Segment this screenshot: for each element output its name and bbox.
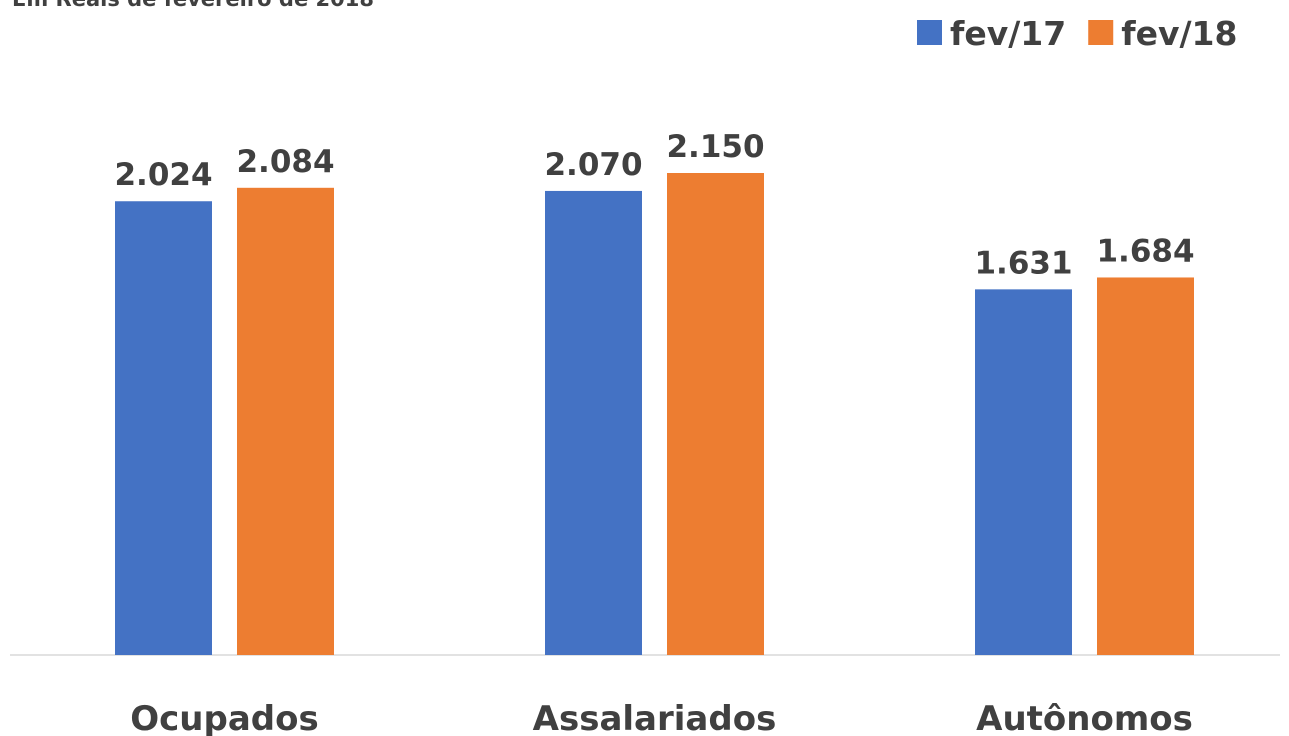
- legend-swatch: [917, 20, 942, 45]
- x-tick-label: Assalariados: [533, 699, 777, 736]
- data-label: 2.084: [236, 144, 334, 180]
- chart-subtitle: Em Reais de fevereiro de 2018: [12, 0, 374, 11]
- data-label: 2.150: [666, 129, 764, 165]
- data-label: 2.070: [544, 147, 642, 183]
- data-label: 2.024: [114, 157, 212, 193]
- bar: [115, 201, 212, 655]
- bar: [975, 289, 1072, 655]
- bar: [545, 190, 642, 656]
- bar: [1097, 277, 1194, 655]
- legend-swatch: [1088, 20, 1114, 45]
- x-tick-label: Autônomos: [976, 699, 1193, 736]
- bar: [667, 173, 764, 655]
- data-label: 1.631: [974, 245, 1072, 281]
- bar: [237, 187, 334, 656]
- legend-label: fev/18: [1121, 14, 1237, 53]
- data-label: 1.684: [1096, 233, 1194, 269]
- legend-label: fev/17: [950, 14, 1066, 53]
- x-tick-label: Ocupados: [130, 699, 318, 736]
